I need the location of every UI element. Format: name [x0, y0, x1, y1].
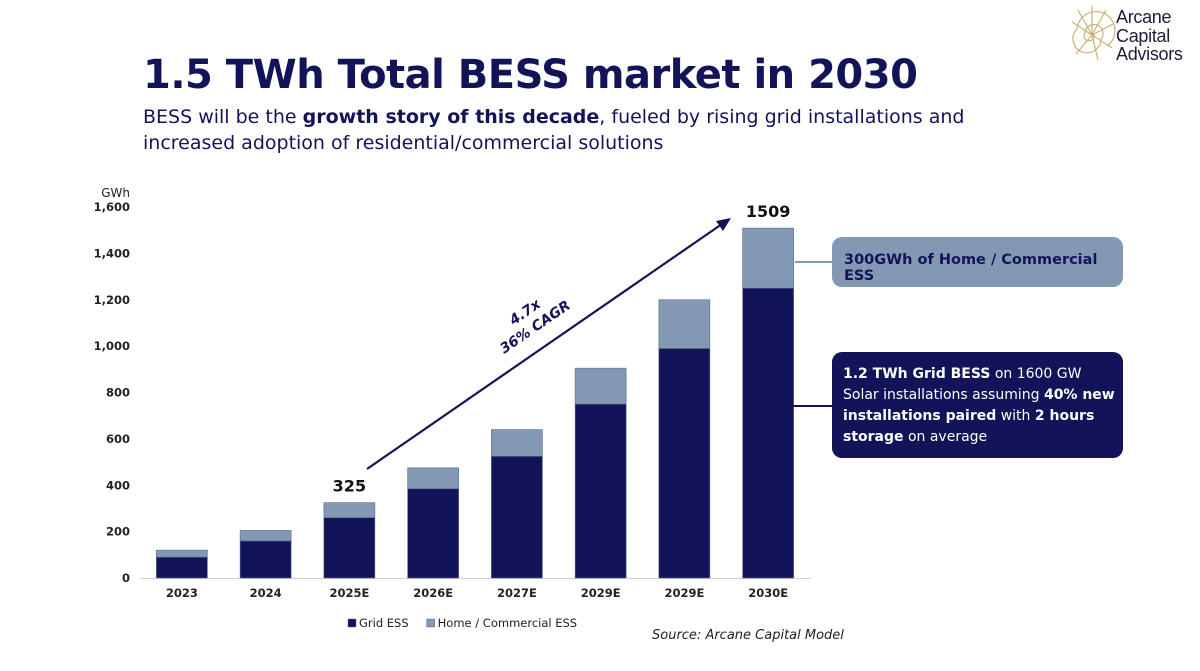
bar-home-commercial-ess — [742, 227, 794, 289]
legend-label-home-commercial-ess: Home / Commercial ESS — [438, 616, 577, 630]
grid-bess-callout: 1.2 TWh Grid BESS on 1600 GW Solar insta… — [832, 352, 1123, 458]
growth-arrow-head — [716, 218, 731, 231]
bar-home-commercial-ess — [156, 549, 208, 558]
x-tick-label: 2027E — [497, 586, 537, 600]
bar-grid-ess — [407, 488, 459, 579]
grid-callout-bold-3: 2 hours storage — [843, 408, 1095, 445]
bar-grid-ess — [742, 287, 794, 579]
subtitle-emphasis: growth story of this decade — [302, 106, 600, 128]
bar-home-commercial-ess — [574, 367, 627, 405]
bar-home-commercial-ess — [239, 530, 292, 542]
grid-callout-bold-2: 40% new installations paired — [843, 387, 1115, 424]
bar-home-commercial-ess — [491, 429, 543, 457]
x-tick-label: 2029E — [664, 586, 704, 600]
bar-grid-ess — [323, 517, 376, 579]
x-tick-label: 2029E — [581, 586, 621, 600]
bar-grid-ess — [156, 556, 208, 579]
home-callout-text: 300GWh of Home / Commercial ESS — [844, 252, 1098, 284]
x-tick-label: 2025E — [329, 586, 369, 600]
brand-logo: Arcane Capital Advisors — [1068, 2, 1198, 68]
legend-swatch-home-commercial-ess — [426, 618, 435, 628]
y-tick-label: 1,600 — [94, 200, 130, 214]
grid-callout-text-3: on average — [903, 429, 988, 445]
y-tick-label: 1,400 — [94, 246, 130, 260]
bar-home-commercial-ess — [407, 467, 459, 490]
bar-grid-ess — [658, 348, 711, 579]
bar-home-commercial-ess — [658, 299, 711, 349]
bar-grid-ess — [574, 403, 627, 579]
bar-grid-ess — [239, 540, 292, 579]
brand-line-3: Advisors — [1116, 44, 1183, 64]
nautilus-shell-icon — [1071, 6, 1116, 61]
bar-grid-ess — [491, 455, 543, 579]
x-tick-label: 2030E — [748, 586, 788, 600]
grid-callout-bold-1: 1.2 TWh Grid BESS — [843, 366, 991, 382]
brand-wordmark: Arcane Capital Advisors — [1116, 8, 1183, 64]
bar-home-commercial-ess — [323, 502, 376, 519]
grid-callout-text-1: on 1600 GW Solar installations assuming — [843, 366, 1082, 403]
brand-line-1: Arcane — [1116, 7, 1172, 27]
page-subtitle: BESS will be the growth story of this de… — [143, 104, 973, 156]
growth-arrow-line — [366, 223, 723, 470]
y-tick-label: 400 — [106, 478, 130, 492]
y-tick-label: 800 — [106, 386, 130, 400]
brand-line-2: Capital — [1116, 25, 1170, 46]
y-tick-label: 1,200 — [94, 293, 130, 307]
y-tick-label: 600 — [106, 432, 130, 446]
x-tick-label: 2024 — [250, 586, 282, 600]
subtitle-text-end: , fueled by rising grid installations an… — [143, 106, 965, 154]
total-value-label: 325 — [333, 477, 366, 496]
x-tick-label: 2023 — [166, 586, 198, 600]
grid-callout-text-2: with — [996, 408, 1035, 424]
total-value-label: 1509 — [746, 202, 791, 221]
page-title: 1.5 TWh Total BESS market in 2030 — [143, 52, 918, 98]
legend-swatch-grid-ess — [347, 618, 357, 628]
source-note: Source: Arcane Capital Model — [652, 628, 844, 643]
subtitle-text-start: BESS will be the — [143, 106, 303, 128]
y-tick-label: 1,000 — [94, 339, 130, 353]
y-tick-label: 0 — [122, 571, 130, 585]
y-tick-label: 200 — [106, 525, 130, 539]
home-commercial-callout: 300GWh of Home / Commercial ESS — [832, 237, 1123, 287]
legend-label-grid-ess: Grid ESS — [359, 616, 409, 630]
y-axis-unit-label: GWh — [101, 186, 130, 200]
x-tick-label: 2026E — [413, 586, 453, 600]
